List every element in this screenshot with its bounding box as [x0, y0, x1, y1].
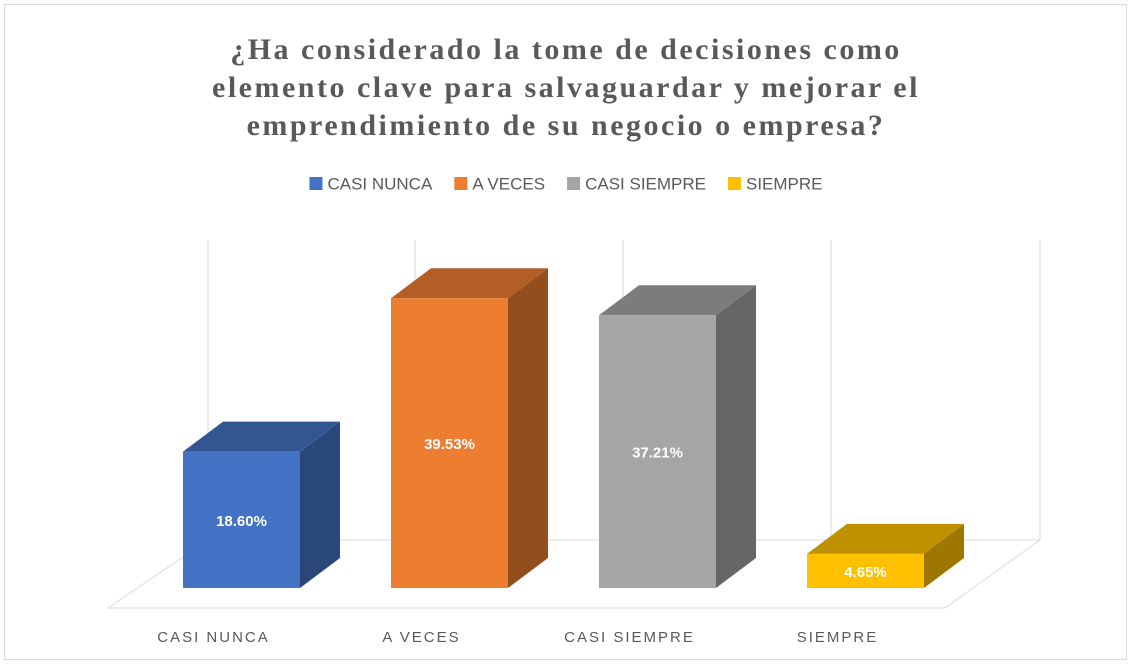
- legend-label: CASI NUNCA: [327, 174, 433, 193]
- bar-top: [183, 421, 340, 452]
- bar-side: [924, 523, 964, 588]
- bar-side: [300, 421, 340, 588]
- legend-label: SIEMPRE: [746, 174, 823, 193]
- bar-top: [391, 268, 548, 299]
- bar: [807, 553, 924, 588]
- bar-top: [599, 285, 756, 316]
- bar: [183, 451, 300, 588]
- legend-label: CASI SIEMPRE: [585, 174, 706, 193]
- bar-top: [807, 523, 964, 554]
- data-label: 37.21%: [632, 445, 683, 462]
- x-tick-label: CASI NUNCA: [157, 629, 270, 646]
- x-tick-label: A VECES: [382, 629, 460, 646]
- bar-side: [716, 285, 756, 588]
- chart-title: elemento clave para salvaguardar y mejor…: [212, 71, 920, 104]
- legend-swatch: [309, 177, 323, 190]
- bar-side: [508, 268, 548, 588]
- data-label: 18.60%: [216, 513, 267, 530]
- legend-swatch: [567, 177, 581, 190]
- data-label: 4.65%: [844, 564, 887, 581]
- legend-swatch: [728, 177, 742, 190]
- x-tick-label: SIEMPRE: [797, 629, 879, 646]
- data-label: 39.53%: [424, 436, 475, 453]
- legend-label: A VECES: [472, 174, 545, 193]
- chart-title: ¿Ha considerado la tome de decisiones co…: [230, 33, 902, 66]
- bar: [599, 315, 716, 588]
- legend-swatch: [454, 177, 468, 190]
- bar: [391, 298, 508, 588]
- x-tick-label: CASI SIEMPRE: [564, 629, 695, 646]
- chart-title: emprendimiento de su negocio o empresa?: [247, 109, 886, 142]
